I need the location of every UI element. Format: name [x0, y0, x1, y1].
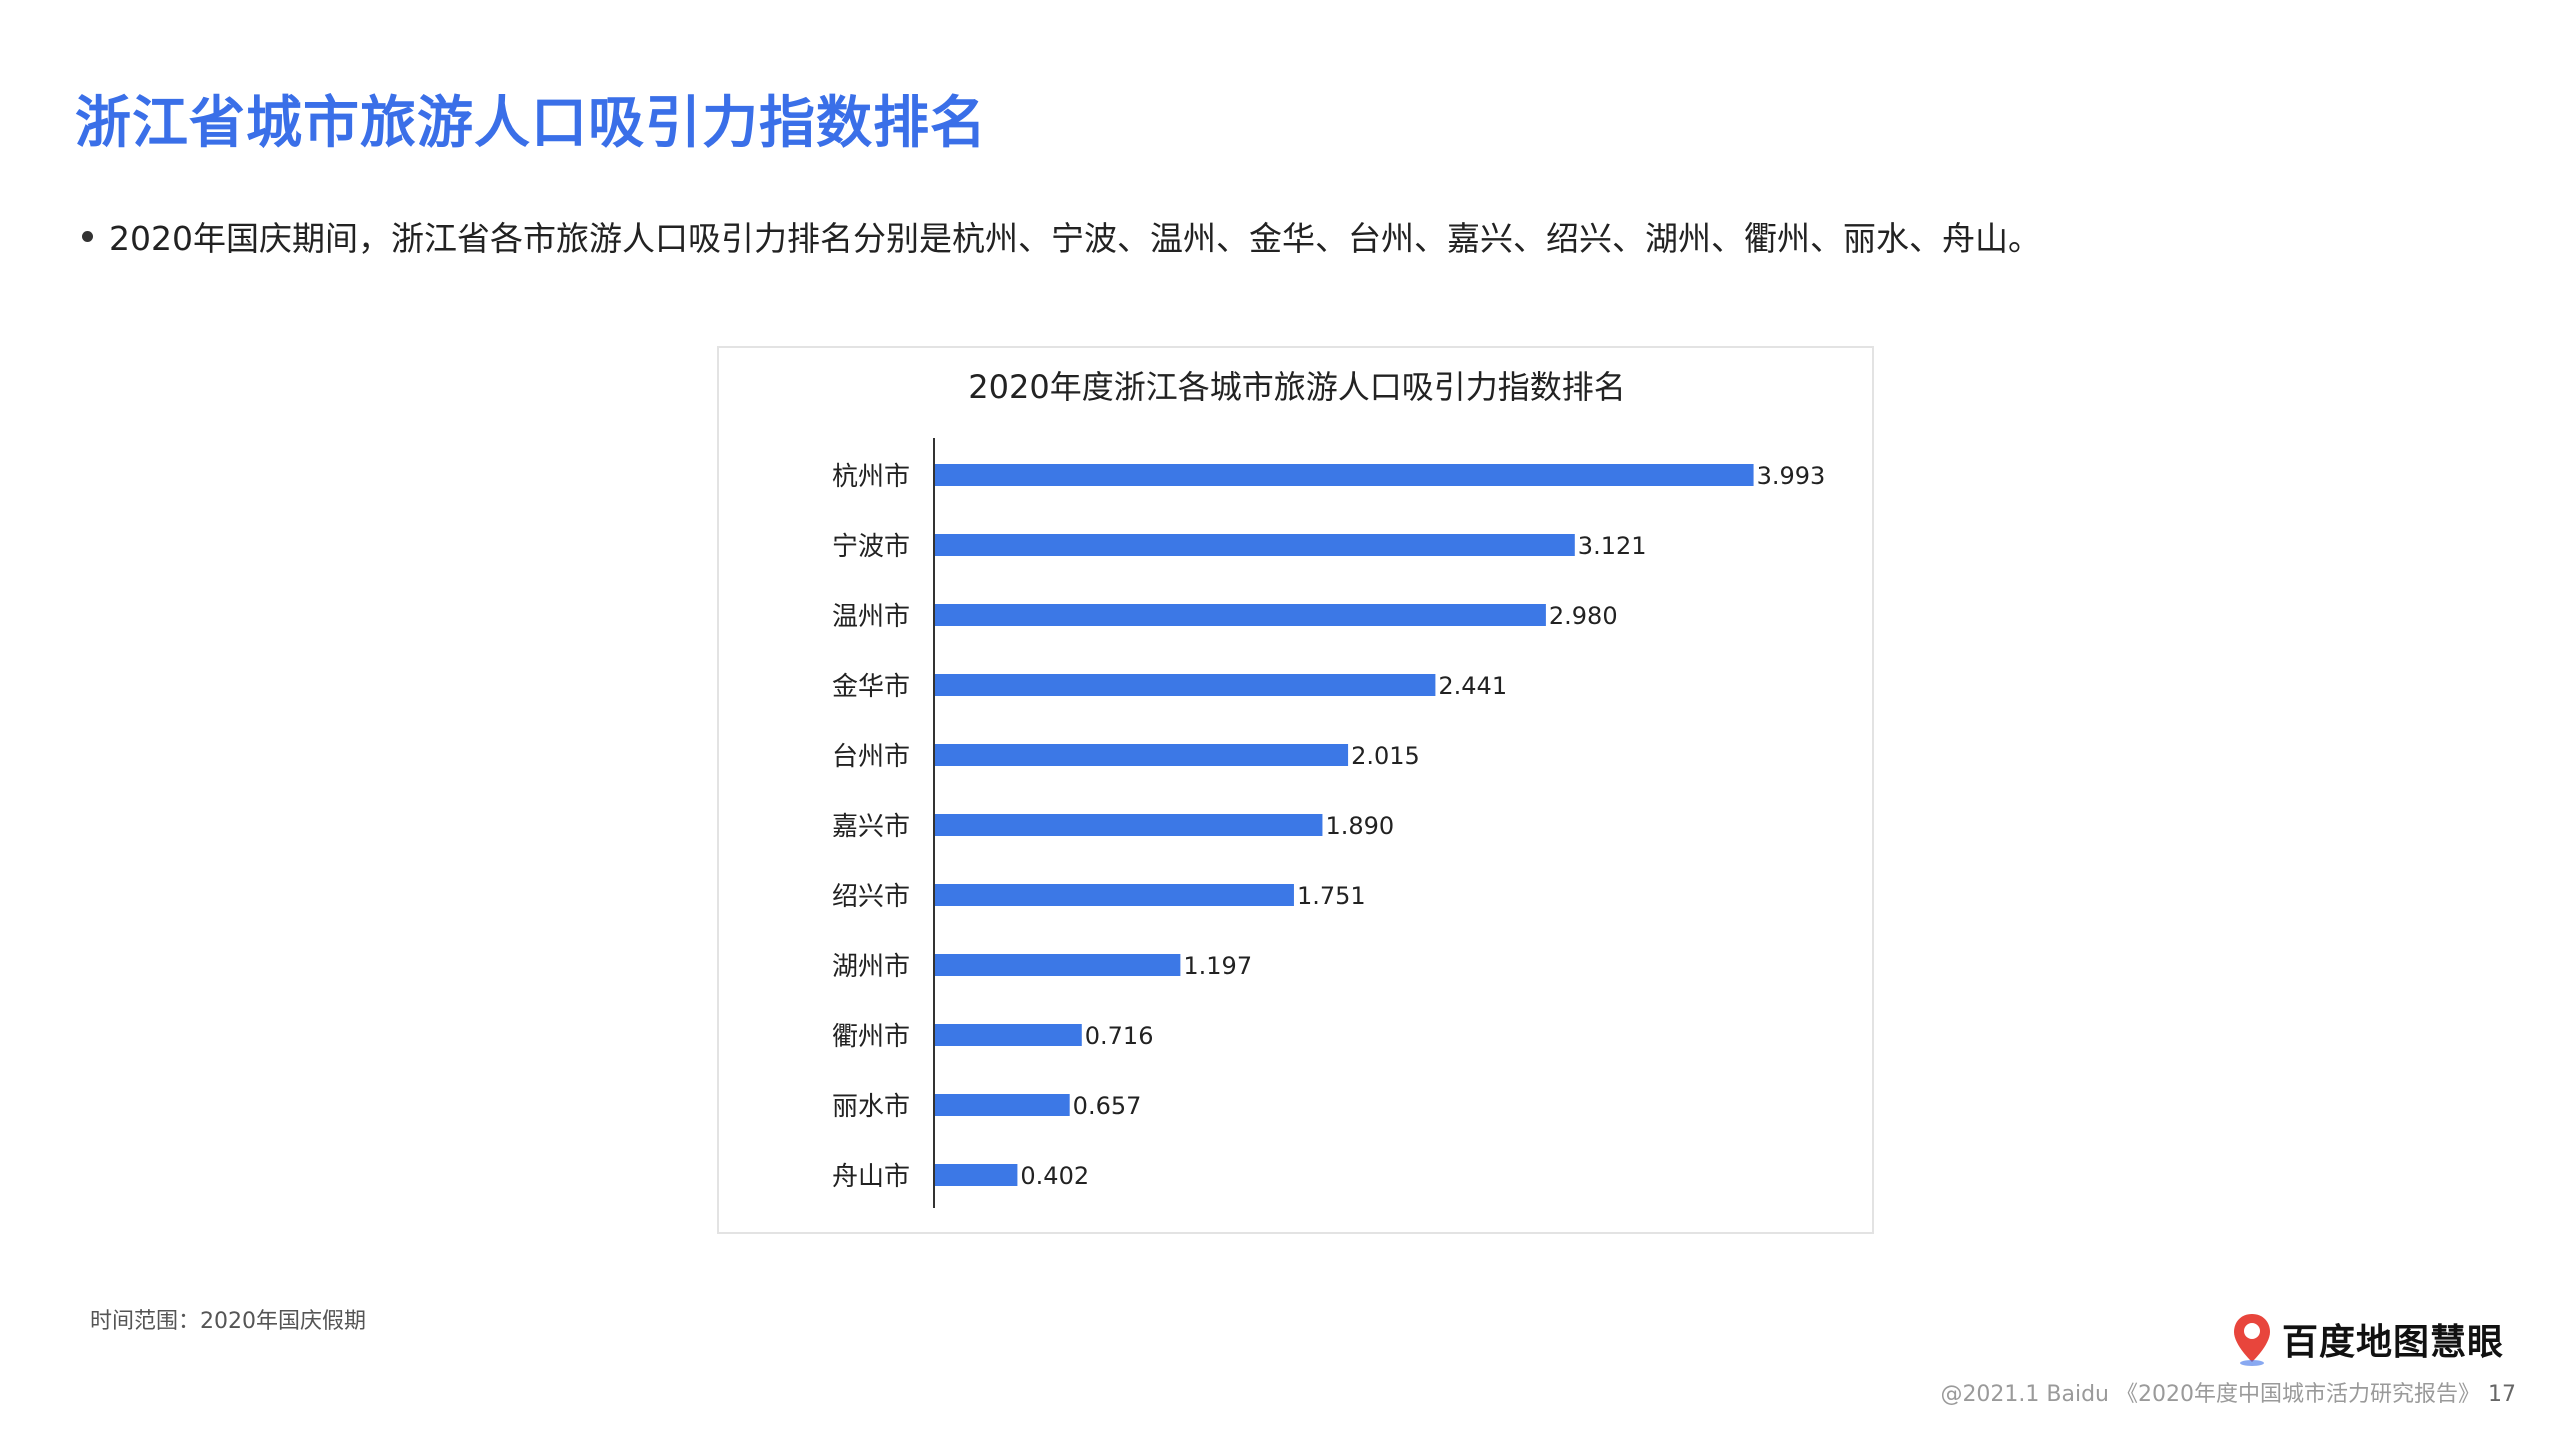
bar — [935, 464, 1754, 486]
value-label: 3.121 — [1578, 532, 1647, 560]
bar — [935, 534, 1575, 556]
value-label: 1.890 — [1325, 812, 1394, 840]
page-title: 浙江省城市旅游人口吸引力指数排名 — [75, 91, 987, 156]
category-label: 湖州市 — [832, 952, 910, 982]
value-label: 3.993 — [1757, 462, 1826, 490]
value-label: 2.441 — [1438, 672, 1507, 700]
value-label: 1.197 — [1183, 952, 1252, 980]
category-label: 台州市 — [832, 742, 910, 772]
summary-bullet: 2020年国庆期间，浙江省各市旅游人口吸引力排名分别是杭州、宁波、温州、金华、台… — [82, 212, 2041, 260]
bar — [935, 604, 1546, 626]
value-label: 0.657 — [1073, 1092, 1142, 1120]
page-number: 17 — [2488, 1382, 2516, 1407]
bar — [935, 884, 1294, 906]
logo-text: 百度地图慧眼 — [2282, 1322, 2505, 1363]
chart-title: 2020年度浙江各城市旅游人口吸引力指数排名 — [968, 368, 1625, 406]
bar — [935, 814, 1323, 836]
category-label: 宁波市 — [832, 532, 910, 562]
category-label: 金华市 — [832, 672, 910, 702]
value-label: 0.716 — [1085, 1022, 1154, 1050]
category-label: 衢州市 — [832, 1022, 910, 1052]
value-label: 2.980 — [1549, 602, 1618, 630]
category-label: 温州市 — [832, 602, 910, 632]
summary-text: 2020年国庆期间，浙江省各市旅游人口吸引力排名分别是杭州、宁波、温州、金华、台… — [109, 219, 2041, 258]
footnote: 时间范围：2020年国庆假期 — [90, 1309, 366, 1334]
value-label: 2.015 — [1351, 742, 1420, 770]
category-label: 舟山市 — [832, 1162, 910, 1192]
map-pin-icon — [2234, 1314, 2270, 1366]
value-label: 0.402 — [1020, 1162, 1089, 1190]
category-label: 绍兴市 — [832, 882, 910, 912]
bar — [935, 1094, 1070, 1116]
bar — [935, 954, 1181, 976]
bar — [935, 1024, 1082, 1046]
category-label: 嘉兴市 — [832, 812, 910, 842]
baidu-logo: 百度地图慧眼 — [2230, 1312, 2504, 1366]
bar — [935, 744, 1349, 766]
bars-group: 杭州市 3.993 宁波市 3.121 温州市 2.980 金华市 2.441 台州市 2.015… — [832, 462, 1825, 1192]
category-label: 丽水市 — [832, 1092, 910, 1122]
bar-chart: 2020年度浙江各城市旅游人口吸引力指数排名 杭州市 3.993 宁波市 3.121 温… — [832, 368, 1825, 1208]
category-label: 杭州市 — [832, 462, 910, 492]
copyright-line: @2021.1 Baidu 《2020年度中国城市活力研究报告》 17 — [1940, 1376, 2516, 1408]
bullet-dot-icon — [82, 230, 93, 242]
chart-container: 2020年度浙江各城市旅游人口吸引力指数排名 杭州市 3.993 宁波市 3.121 温… — [717, 346, 1874, 1234]
bar — [935, 674, 1436, 696]
value-label: 1.751 — [1297, 882, 1366, 910]
bar — [935, 1164, 1018, 1186]
copyright-text: @2021.1 Baidu 《2020年度中国城市活力研究报告》 — [1940, 1382, 2480, 1407]
